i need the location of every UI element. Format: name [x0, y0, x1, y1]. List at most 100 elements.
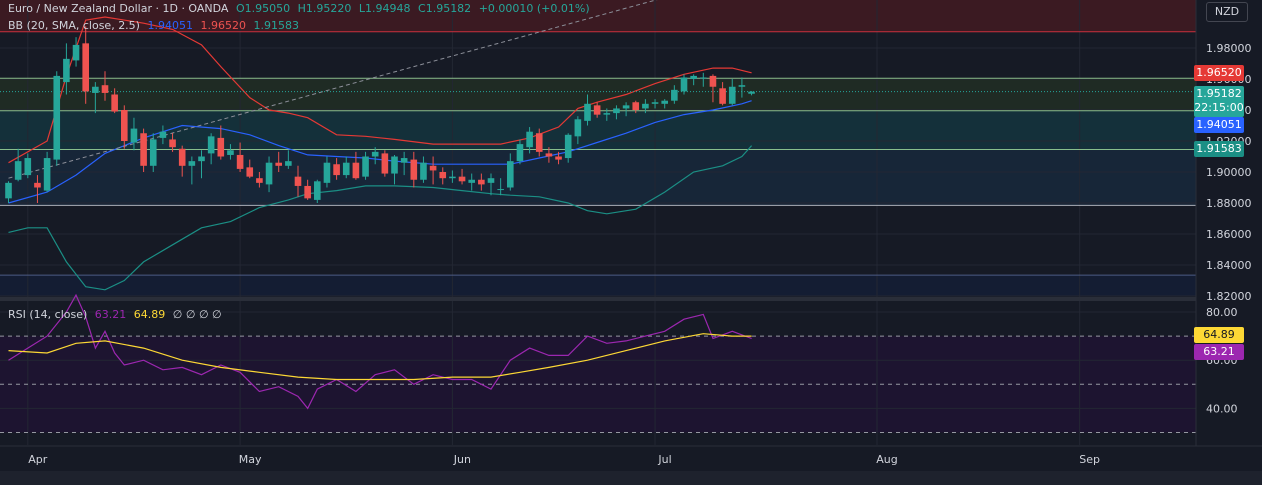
candle-body: [188, 161, 196, 166]
basis-tag: 1.94051: [1194, 117, 1244, 133]
candle-body: [198, 156, 205, 162]
candle-body: [82, 43, 89, 92]
price-tick-label: 1.90000: [1206, 166, 1252, 179]
candle-body: [227, 150, 234, 155]
candle-body: [92, 86, 99, 93]
candle-body: [381, 153, 389, 174]
candle-body: [256, 178, 263, 183]
rsi-tick-label: 80.00: [1206, 306, 1238, 319]
candle-body: [265, 162, 273, 185]
bb-lower-value: 1.91583: [253, 19, 299, 32]
low-value: L1.94948: [358, 2, 411, 15]
candle-body: [545, 153, 553, 157]
candle-body: [410, 159, 418, 180]
candle-body: [314, 181, 321, 200]
candle-body: [246, 167, 254, 177]
last-price-value: 1.95182: [1196, 87, 1242, 100]
time-axis-label: Apr: [28, 453, 48, 466]
candle-body: [371, 151, 379, 157]
candle-body: [700, 77, 707, 79]
candle-body: [43, 158, 51, 191]
candle-body: [352, 162, 360, 179]
lower-band-tag: 1.91583: [1194, 141, 1244, 157]
candle-body: [101, 85, 109, 93]
candle-body: [140, 133, 147, 166]
time-axis-label: Jun: [453, 453, 471, 466]
candle-body: [593, 105, 601, 115]
rsi-ma-line: [8, 333, 752, 381]
candle-body: [285, 161, 292, 166]
candle-body: [680, 77, 688, 92]
price-tick-label: 1.86000: [1206, 228, 1252, 241]
candle-body: [671, 89, 678, 101]
candle-body: [53, 75, 61, 160]
candle-body: [603, 113, 611, 115]
candle-body: [217, 137, 225, 157]
rsi-label: RSI (14, close): [8, 308, 88, 321]
candle-body: [275, 162, 282, 166]
rsi-extras: ∅ ∅ ∅ ∅: [172, 308, 222, 321]
candle-body: [178, 148, 186, 166]
bar-countdown: 22:15:00: [1194, 101, 1244, 114]
bb-upper-line: [8, 16, 752, 164]
candle-body: [169, 139, 176, 148]
candle-body: [24, 158, 32, 176]
time-axis-label: May: [239, 453, 262, 466]
candle-body: [622, 105, 630, 109]
time-axis-label: Aug: [876, 453, 897, 466]
candle-body: [555, 156, 562, 160]
rsi-line: [8, 293, 752, 410]
upper-band-tag: 1.96520: [1194, 65, 1244, 81]
candle-body: [661, 100, 668, 104]
candle-body: [642, 103, 649, 109]
candle-body: [294, 176, 302, 186]
candle-body: [111, 94, 118, 112]
zone-band: [0, 275, 1196, 296]
symbol-legend[interactable]: Euro / New Zealand Dollar · 1D · OANDA O…: [8, 2, 594, 15]
rsi-value: 63.21: [94, 308, 127, 321]
candle-body: [420, 162, 427, 180]
candle-body: [738, 85, 746, 87]
candle-body: [63, 58, 70, 83]
rsi-background: [0, 336, 1196, 433]
candle-body: [507, 161, 514, 188]
price-tick-label: 1.82000: [1206, 290, 1252, 303]
candle-body: [207, 136, 215, 154]
symbol-title: Euro / New Zealand Dollar · 1D · OANDA: [8, 2, 229, 15]
candle-body: [342, 162, 350, 176]
zone-band: [0, 78, 1196, 111]
candle-body: [690, 75, 697, 79]
candle-body: [391, 156, 398, 174]
high-value: H1.95220: [297, 2, 352, 15]
candle-body: [651, 102, 659, 104]
candle-body: [304, 185, 311, 199]
candle-body: [439, 172, 447, 179]
candle-body: [458, 176, 466, 182]
candle-body: [728, 86, 736, 104]
rsi-legend[interactable]: RSI (14, close) 63.21 64.89 ∅ ∅ ∅ ∅: [8, 308, 226, 321]
last-price-tag: 1.95182 22:15:00: [1194, 86, 1244, 117]
bb-upper-value: 1.96520: [200, 19, 246, 32]
open-value: O1.95050: [235, 2, 291, 15]
candle-body: [516, 144, 524, 162]
pane-separator: [0, 297, 1196, 301]
bb-basis-value: 1.94051: [147, 19, 193, 32]
candle-body: [5, 182, 12, 199]
currency-button[interactable]: NZD: [1206, 2, 1248, 22]
candle-body: [613, 108, 620, 114]
candle-body: [478, 179, 485, 185]
candle-body: [535, 133, 543, 152]
candle-body: [574, 119, 582, 137]
rsi-tick-label: 40.00: [1206, 402, 1238, 415]
bb-legend[interactable]: BB (20, SMA, close, 2.5) 1.94051 1.96520…: [8, 19, 303, 32]
candle-body: [487, 178, 495, 183]
price-tick-label: 1.88000: [1206, 197, 1252, 210]
time-axis-label: Jul: [657, 453, 671, 466]
candle-body: [632, 102, 640, 110]
rsi-tag: 63.21: [1194, 344, 1244, 360]
candle-body: [429, 165, 437, 171]
change-value: +0.00010 (+0.01%): [478, 2, 590, 15]
rsi-ma-value: 64.89: [133, 308, 166, 321]
